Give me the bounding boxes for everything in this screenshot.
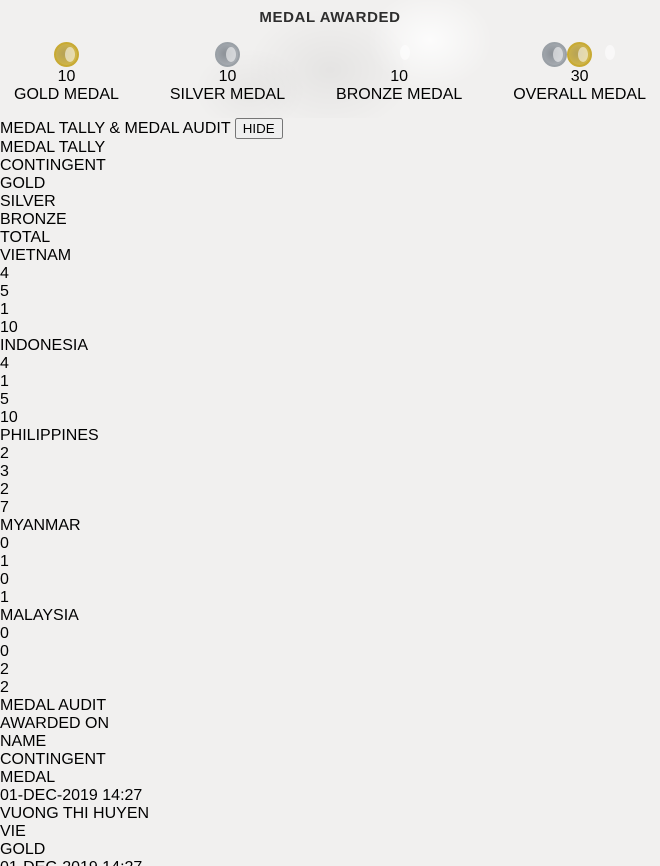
bronze-medal-count: 10 (390, 68, 409, 85)
athlete-name: VUONG THI HUYEN (0, 805, 150, 822)
audit-row: 01-DEC-2019 14:27SETIAWATI LISAINASILVER (0, 859, 660, 866)
tally-row: PHILIPPINES 2 3 2 7 (0, 427, 660, 517)
tally-audit-panel: MEDAL TALLY CONTINGENT GOLD SILVER BRONZ… (0, 139, 660, 866)
silver-count: 1 (0, 553, 9, 570)
gold-count: 4 (0, 355, 9, 372)
medal-cell: GOLD (0, 841, 660, 859)
overall-medal-icon (542, 40, 617, 68)
contingent-code: VIE (0, 823, 26, 840)
gold-count: 0 (0, 625, 9, 642)
audit-row: 01-DEC-2019 14:27 VUONG THI HUYEN VIE GOLD (0, 787, 660, 859)
silver-medal-icon (214, 40, 240, 68)
hide-button[interactable]: HIDE (234, 118, 283, 139)
tally-col-total: TOTAL (0, 229, 51, 246)
overall-medal-count: 30 (570, 68, 589, 85)
gold-medal-count: 10 (57, 68, 76, 85)
tally-row: MALAYSIA 0 0 2 2 (0, 607, 660, 697)
gold-count: 2 (0, 445, 9, 462)
bronze-count: 5 (0, 391, 9, 408)
gold-count: 4 (0, 265, 9, 282)
medal-tally-header: CONTINGENT GOLD SILVER BRONZE TOTAL (0, 157, 660, 247)
bronze-medal-stat: 10 BRONZE MEDAL (336, 40, 462, 104)
silver-count: 0 (0, 643, 9, 660)
silver-count: 5 (0, 283, 9, 300)
medal-stats-row: 10 GOLD MEDAL 10 SILVER MEDAL 10 BRONZE … (0, 26, 660, 104)
section-title: MEDAL TALLY & MEDAL AUDIT (0, 120, 231, 137)
tally-contingent-cell: MALAYSIA (0, 607, 660, 625)
gold-count: 0 (0, 535, 9, 552)
medal-awarded-section: MEDAL AWARDED 10 GOLD MEDAL 10 SILVER ME… (0, 0, 660, 118)
total-count: 2 (0, 679, 9, 696)
tally-col-silver: SILVER (0, 193, 56, 210)
silver-count: 1 (0, 373, 9, 390)
silver-medal-label: SILVER MEDAL (169, 86, 286, 103)
tally-col-contingent: CONTINGENT (0, 157, 106, 174)
bronze-medal-icon (387, 40, 412, 68)
medal-tally-panel: MEDAL TALLY CONTINGENT GOLD SILVER BRONZ… (0, 139, 660, 697)
contingent-name: VIETNAM (0, 247, 72, 264)
audit-col-name: NAME (0, 733, 47, 750)
total-count: 10 (0, 319, 18, 336)
overall-medal-stat: 30 OVERALL MEDAL (513, 40, 646, 104)
tally-col-bronze: BRONZE (0, 211, 67, 228)
awarded-on: 01-DEC-2019 14:27 (0, 787, 143, 804)
contingent-cell: VIE (0, 823, 660, 841)
medal-tally-title: MEDAL TALLY (0, 139, 106, 156)
overall-medal-label: OVERALL MEDAL (513, 86, 646, 103)
tally-contingent-cell: PHILIPPINES (0, 427, 660, 445)
gold-medal-label: GOLD MEDAL (14, 86, 119, 103)
total-count: 10 (0, 409, 18, 426)
bronze-count: 0 (0, 571, 9, 588)
tally-col-gold: GOLD (0, 175, 46, 192)
bronze-count: 1 (0, 301, 9, 318)
audit-col-medal: MEDAL (0, 769, 56, 786)
silver-medal-stat: 10 SILVER MEDAL (170, 40, 285, 104)
audit-col-awarded-on: AWARDED ON (0, 715, 110, 732)
gold-medal-stat: 10 GOLD MEDAL (14, 40, 119, 104)
tally-row: INDONESIA 4 1 5 10 (0, 337, 660, 427)
medal-label: GOLD (0, 841, 46, 858)
contingent-name: INDONESIA (0, 337, 89, 354)
tally-row: MYANMAR 0 1 0 1 (0, 517, 660, 607)
contingent-name: PHILIPPINES (0, 427, 99, 444)
gold-medal-icon (53, 40, 79, 68)
tally-contingent-cell: VIETNAM (0, 247, 660, 265)
bronze-count: 2 (0, 481, 9, 498)
medal-audit-title: MEDAL AUDIT (0, 697, 107, 714)
silver-count: 3 (0, 463, 9, 480)
bronze-medal-label: BRONZE MEDAL (336, 86, 463, 103)
medal-tally-audit-bar: MEDAL TALLY & MEDAL AUDIT HIDE (0, 118, 660, 139)
contingent-name: MALAYSIA (0, 607, 79, 624)
total-count: 1 (0, 589, 9, 606)
contingent-name: MYANMAR (0, 517, 81, 534)
medal-awarded-title: MEDAL AWARDED (259, 9, 401, 26)
tally-contingent-cell: INDONESIA (0, 337, 660, 355)
medal-audit-panel: MEDAL AUDIT AWARDED ON NAME CONTINGENT M… (0, 697, 660, 866)
audit-col-contingent: CONTINGENT (0, 751, 106, 768)
medal-tally-rows: VIETNAM 4 5 1 10 INDONESIA 4 1 5 10 PHILIPPINES 2 3 2… (0, 247, 660, 697)
hide-button-label: HIDE (242, 121, 275, 136)
bronze-count: 2 (0, 661, 9, 678)
tally-row: VIETNAM 4 5 1 10 (0, 247, 660, 337)
tally-contingent-cell: MYANMAR (0, 517, 660, 535)
silver-medal-count: 10 (218, 68, 237, 85)
awarded-on: 01-DEC-2019 14:27 (0, 859, 660, 866)
total-count: 7 (0, 499, 9, 516)
medal-audit-header: AWARDED ON NAME CONTINGENT MEDAL (0, 715, 660, 787)
